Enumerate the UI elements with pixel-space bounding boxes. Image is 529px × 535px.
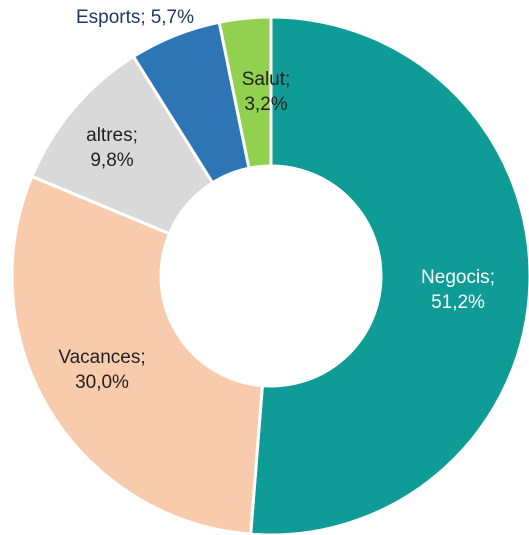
label-separator: ;	[285, 69, 290, 90]
category-name: Salut	[242, 69, 286, 90]
donut-segment	[249, 15, 529, 535]
donut-segment	[10, 174, 264, 535]
label-separator: ;	[490, 267, 495, 288]
data-label: Salut; 3,2%	[242, 69, 291, 115]
label-separator: ;	[140, 7, 145, 28]
label-separator: ;	[140, 347, 145, 368]
data-label: Negocis; 51,2%	[421, 267, 495, 313]
value-label: 51,2%	[431, 292, 485, 313]
category-name: Vacances	[58, 347, 140, 368]
value-label: 9,8%	[90, 150, 133, 171]
value-label: 30,0%	[75, 372, 129, 393]
value-label: 3,2%	[244, 94, 287, 115]
value-label: 5,7%	[151, 7, 194, 28]
data-label: Esports; 5,7%	[76, 7, 194, 28]
label-separator: ;	[133, 125, 138, 146]
data-label: altres; 9,8%	[86, 125, 138, 171]
category-name: Esports	[76, 7, 140, 28]
donut-segment	[217, 15, 273, 170]
category-name: altres	[86, 125, 132, 146]
data-label: Vacances; 30,0%	[58, 347, 145, 393]
category-name: Negocis	[421, 267, 490, 288]
